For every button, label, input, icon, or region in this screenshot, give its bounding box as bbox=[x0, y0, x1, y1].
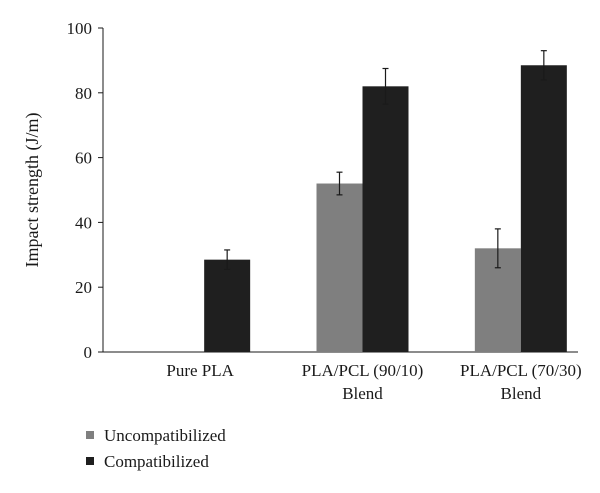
x-tick-label: PLA/PCL (90/10) bbox=[302, 361, 424, 380]
y-ticks: 0 20 40 60 80 100 bbox=[67, 19, 103, 362]
bar-uncompatibilized-1 bbox=[316, 183, 363, 352]
x-tick-label: Blend bbox=[501, 384, 542, 403]
legend-label-compatibilized: Compatibilized bbox=[104, 452, 209, 471]
x-tick-label: PLA/PCL (70/30) bbox=[460, 361, 582, 380]
y-tick-label: 60 bbox=[75, 149, 92, 168]
y-tick-label: 100 bbox=[67, 19, 93, 38]
legend-label-uncompatibilized: Uncompatibilized bbox=[104, 426, 226, 445]
x-tick-label: Blend bbox=[342, 384, 383, 403]
error-bars bbox=[224, 50, 547, 270]
legend-swatch-uncompatibilized bbox=[86, 431, 94, 439]
legend-swatch-compatibilized bbox=[86, 457, 94, 465]
y-tick-label: 20 bbox=[75, 278, 92, 297]
bar-compatibilized-2 bbox=[520, 65, 567, 352]
x-tick-labels: Pure PLA PLA/PCL (90/10) Blend PLA/PCL (70/… bbox=[166, 361, 581, 403]
bar-compatibilized-1 bbox=[362, 86, 409, 352]
y-tick-label: 80 bbox=[75, 84, 92, 103]
legend: Uncompatibilized Compatibilized bbox=[86, 426, 226, 471]
y-tick-label: 40 bbox=[75, 213, 92, 232]
x-tick-label: Pure PLA bbox=[166, 361, 234, 380]
bars bbox=[204, 65, 567, 352]
y-tick-label: 0 bbox=[84, 343, 93, 362]
y-axis-title: Impact strength (J/m) bbox=[22, 113, 43, 268]
bar-compatibilized-0 bbox=[204, 259, 251, 352]
